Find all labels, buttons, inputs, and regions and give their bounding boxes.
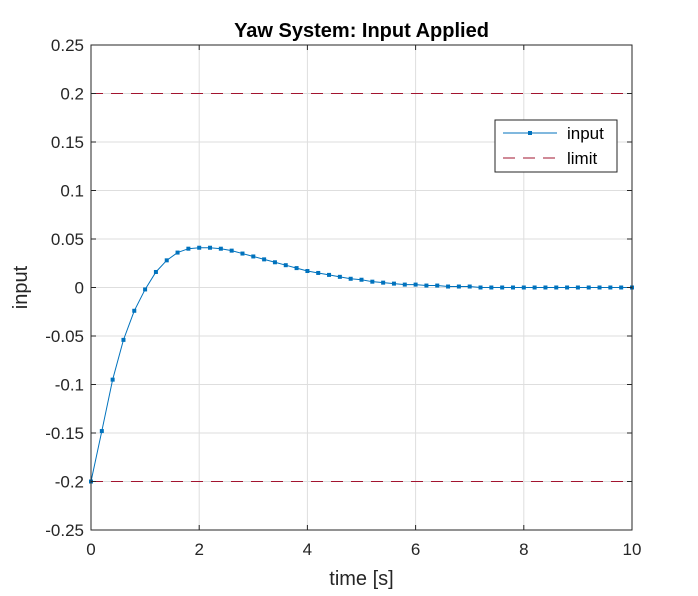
data-point-input: [316, 270, 321, 275]
y-tick-label: 0.1: [60, 182, 84, 201]
data-point-input: [164, 258, 169, 263]
data-point-input: [402, 282, 407, 287]
data-point-input: [197, 245, 202, 250]
data-point-input: [489, 285, 494, 290]
data-point-input: [500, 285, 505, 290]
data-point-input: [543, 285, 548, 290]
data-point-input: [608, 285, 613, 290]
data-point-input: [175, 250, 180, 255]
data-point-input: [208, 245, 213, 250]
data-point-input: [153, 269, 158, 274]
chart-title: Yaw System: Input Applied: [234, 20, 489, 42]
series-layer: [89, 93, 634, 484]
data-point-input: [327, 272, 332, 277]
y-tick-label: -0.05: [45, 327, 84, 346]
data-point-input: [218, 246, 223, 251]
data-point-input: [446, 284, 451, 289]
data-point-input: [283, 263, 288, 268]
x-tick-label: 8: [519, 540, 528, 559]
data-point-input: [272, 260, 277, 265]
data-point-input: [424, 283, 429, 288]
data-point-input: [348, 276, 353, 281]
data-point-input: [456, 284, 461, 289]
legend-input-marker: [528, 131, 532, 135]
y-tick-label: 0.15: [51, 133, 84, 152]
x-tick-label: 0: [86, 540, 95, 559]
data-point-input: [597, 285, 602, 290]
ticks: 0 2 4 6 8 10 -0.25 -0.2 -0.15 -0.1 -0.05 0 0.05 0.1 0.…: [45, 36, 641, 559]
y-tick-label: -0.2: [55, 473, 84, 492]
legend-label-input: input: [567, 124, 604, 143]
data-point-input: [575, 285, 580, 290]
data-point-input: [619, 285, 624, 290]
data-point-input: [262, 257, 267, 262]
x-tick-label: 4: [303, 540, 312, 559]
data-point-input: [121, 337, 126, 342]
legend: input limit: [494, 119, 618, 173]
data-point-input: [586, 285, 591, 290]
data-point-input: [521, 285, 526, 290]
data-point-input: [467, 284, 472, 289]
data-point-input: [478, 285, 483, 290]
data-point-input: [510, 285, 515, 290]
data-point-input: [359, 277, 364, 282]
y-tick-label: 0: [75, 279, 84, 298]
data-point-input: [413, 282, 418, 287]
y-tick-label: 0.2: [60, 85, 84, 104]
data-point-input: [370, 279, 375, 284]
data-point-input: [251, 254, 256, 259]
data-point-input: [391, 281, 396, 286]
y-tick-label: -0.25: [45, 521, 84, 540]
x-tick-label: 6: [411, 540, 420, 559]
data-point-input: [143, 287, 148, 292]
legend-label-limit: limit: [567, 149, 597, 168]
y-axis-label: input: [10, 265, 32, 309]
data-point-input: [337, 274, 342, 279]
data-point-input: [110, 377, 115, 382]
y-tick-label: -0.1: [55, 376, 84, 395]
y-tick-label: 0.25: [51, 36, 84, 55]
data-point-input: [435, 283, 440, 288]
data-point-input: [294, 266, 299, 271]
data-point-input: [229, 248, 234, 253]
data-point-input: [99, 429, 104, 434]
data-point-input: [565, 285, 570, 290]
data-point-input: [305, 269, 310, 274]
legend-box: [494, 119, 618, 173]
x-axis-label: time [s]: [329, 568, 393, 590]
data-point-input: [381, 280, 386, 285]
y-tick-label: 0.05: [51, 230, 84, 249]
data-point-input: [554, 285, 559, 290]
x-tick-label: 2: [194, 540, 203, 559]
y-tick-label: -0.15: [45, 424, 84, 443]
data-point-input: [240, 251, 245, 256]
data-point-input: [186, 246, 191, 251]
data-point-input: [132, 308, 137, 313]
data-point-input: [532, 285, 537, 290]
x-tick-label: 10: [623, 540, 642, 559]
